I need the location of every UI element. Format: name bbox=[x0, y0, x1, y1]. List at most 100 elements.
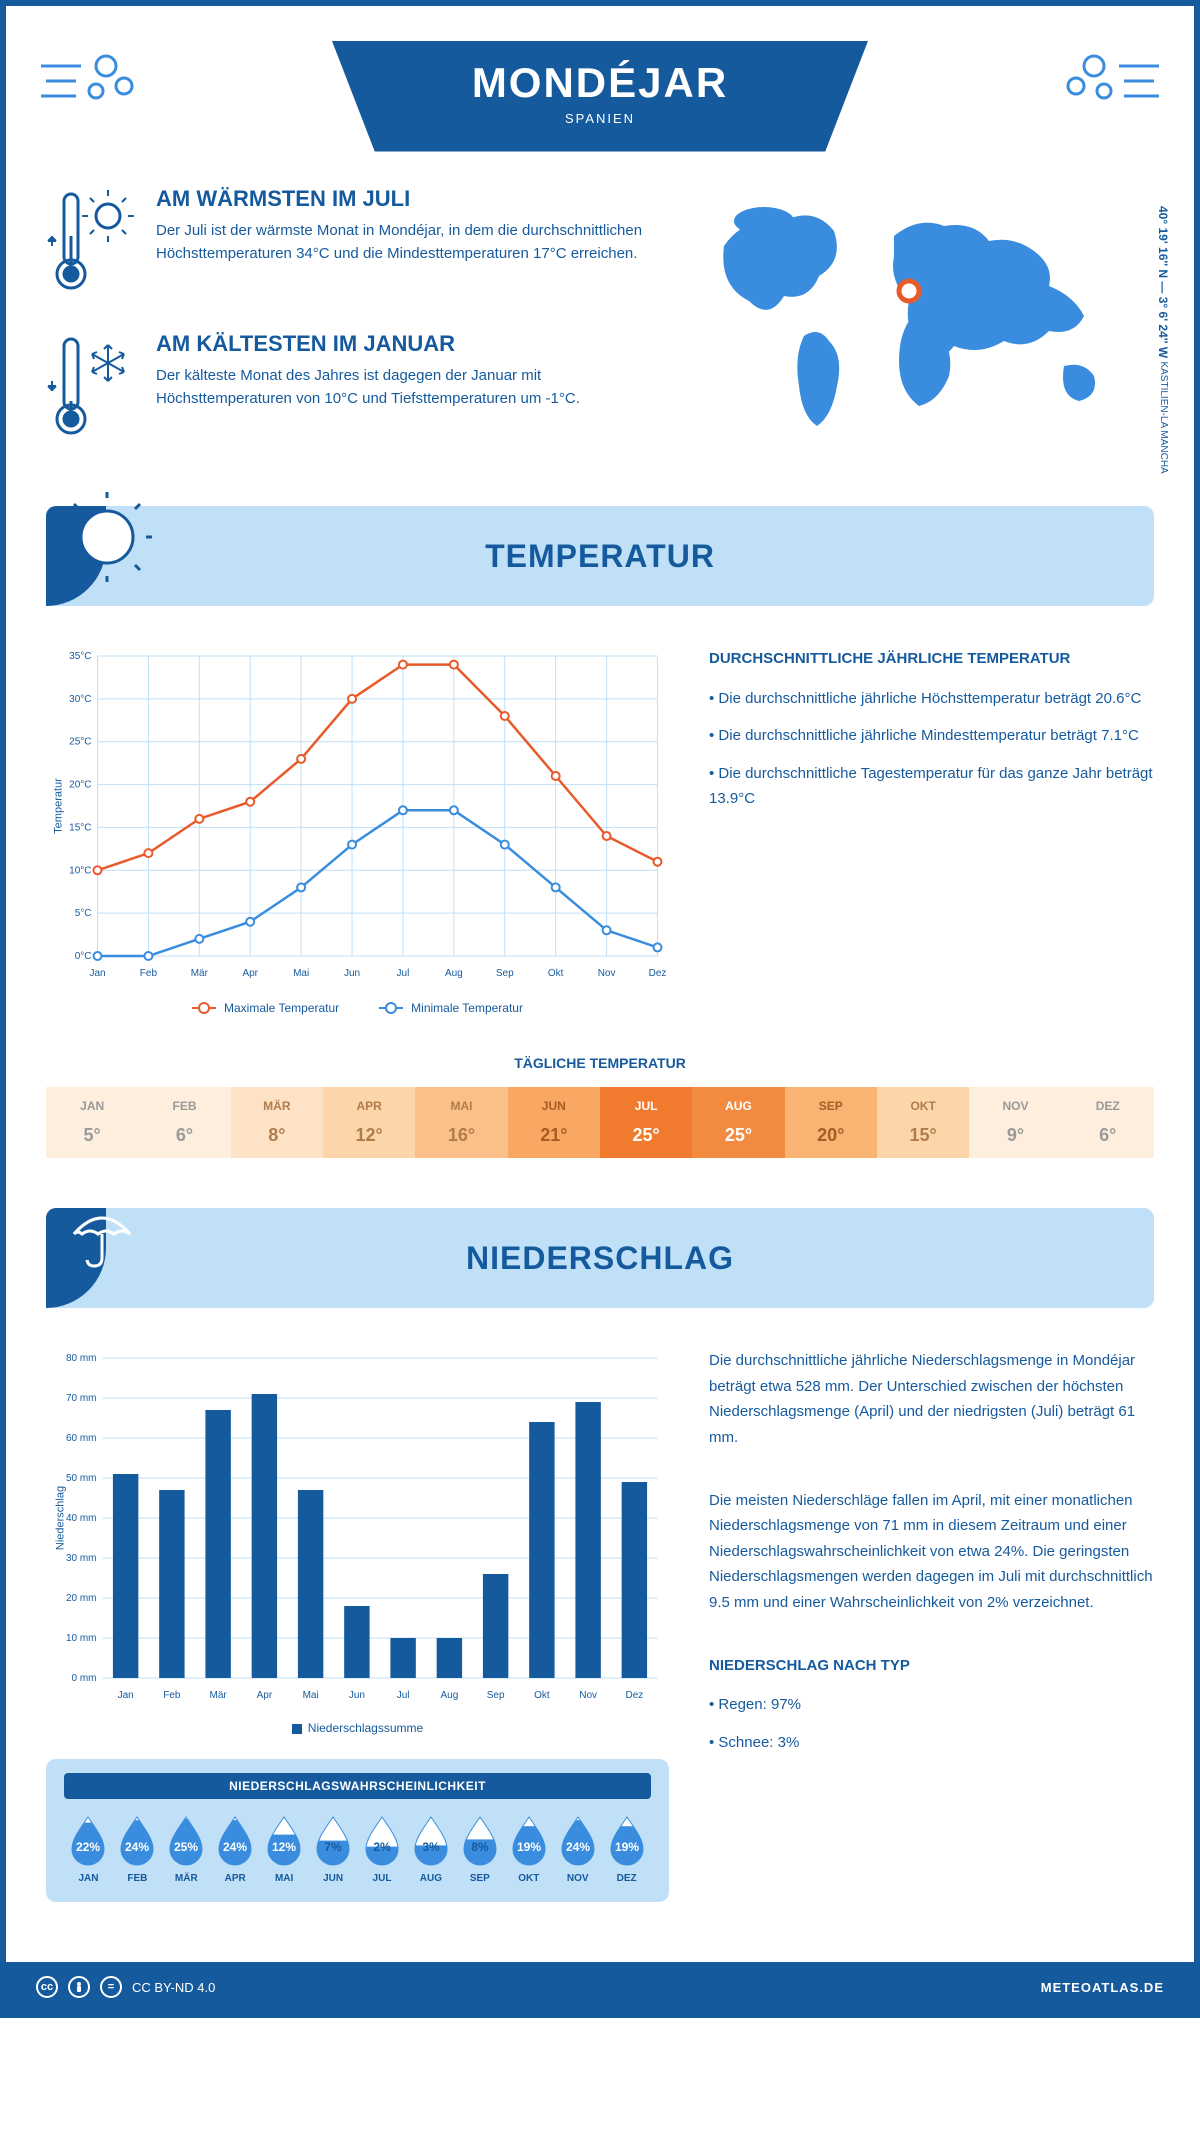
svg-text:Jan: Jan bbox=[118, 1690, 134, 1701]
temperature-line-chart: 0°C5°C10°C15°C20°C25°C30°C35°CJanFebMärA… bbox=[46, 646, 669, 1015]
daily-temp-grid: JAN5°FEB6°MÄR8°APR12°MAI16°JUN21°JUL25°A… bbox=[46, 1087, 1154, 1158]
svg-text:50 mm: 50 mm bbox=[66, 1473, 97, 1484]
svg-text:7%: 7% bbox=[324, 1840, 342, 1854]
intro-row: AM WÄRMSTEN IM JULI Der Juli ist der wär… bbox=[46, 186, 1154, 476]
svg-text:25°C: 25°C bbox=[69, 737, 91, 748]
temp-title: TEMPERATUR bbox=[485, 538, 715, 575]
svg-text:5°C: 5°C bbox=[75, 908, 92, 919]
by-icon bbox=[68, 1976, 90, 1998]
svg-text:Jun: Jun bbox=[349, 1690, 365, 1701]
svg-text:24%: 24% bbox=[125, 1840, 149, 1854]
svg-text:15°C: 15°C bbox=[69, 822, 91, 833]
svg-text:30 mm: 30 mm bbox=[66, 1553, 97, 1564]
page-subtitle: SPANIEN bbox=[472, 111, 728, 126]
coldest-text: Der kälteste Monat des Jahres ist dagege… bbox=[156, 365, 654, 410]
wind-icon bbox=[1054, 36, 1164, 131]
svg-text:Niederschlag: Niederschlag bbox=[55, 1486, 67, 1550]
svg-text:24%: 24% bbox=[566, 1840, 590, 1854]
svg-text:Okt: Okt bbox=[534, 1690, 550, 1701]
daily-temp-cell: DEZ6° bbox=[1062, 1087, 1154, 1158]
precip-prob-cell: 12% MAI bbox=[260, 1813, 309, 1884]
daily-temp-title: TÄGLICHE TEMPERATUR bbox=[46, 1055, 1154, 1071]
precip-prob-cell: 2% JUL bbox=[358, 1813, 407, 1884]
license-text: CC BY-ND 4.0 bbox=[132, 1980, 215, 1995]
coldest-title: AM KÄLTESTEN IM JANUAR bbox=[156, 331, 654, 357]
coordinates: 40° 19' 16'' N — 3° 6' 24'' W KASTILIEN-… bbox=[1156, 206, 1170, 474]
svg-text:Nov: Nov bbox=[579, 1690, 597, 1701]
title-ribbon: MONDÉJAR SPANIEN bbox=[332, 41, 868, 152]
precip-prob-cell: 3% AUG bbox=[406, 1813, 455, 1884]
svg-text:Jul: Jul bbox=[397, 968, 410, 979]
svg-text:Jan: Jan bbox=[89, 968, 105, 979]
daily-temp-cell: AUG25° bbox=[692, 1087, 784, 1158]
svg-text:Jul: Jul bbox=[397, 1690, 410, 1701]
svg-text:Sep: Sep bbox=[496, 968, 514, 979]
svg-text:Jun: Jun bbox=[344, 968, 360, 979]
svg-text:Aug: Aug bbox=[445, 968, 463, 979]
daily-temp-cell: MÄR8° bbox=[231, 1087, 323, 1158]
svg-text:35°C: 35°C bbox=[69, 651, 91, 662]
precip-prob-cell: 24% NOV bbox=[553, 1813, 602, 1884]
temp-summary: DURCHSCHNITTLICHE JÄHRLICHE TEMPERATUR •… bbox=[709, 646, 1154, 1015]
daily-temp-cell: JUN21° bbox=[508, 1087, 600, 1158]
bar-chart-legend: Niederschlagssumme bbox=[46, 1721, 669, 1735]
svg-text:19%: 19% bbox=[615, 1840, 639, 1854]
daily-temp-cell: OKT15° bbox=[877, 1087, 969, 1158]
warmest-fact: AM WÄRMSTEN IM JULI Der Juli ist der wär… bbox=[46, 186, 654, 301]
svg-text:80 mm: 80 mm bbox=[66, 1353, 97, 1364]
svg-text:Mai: Mai bbox=[293, 968, 309, 979]
svg-text:Aug: Aug bbox=[440, 1690, 458, 1701]
precip-summary: Die durchschnittliche jährliche Niedersc… bbox=[709, 1348, 1154, 1902]
precip-prob-cell: 19% DEZ bbox=[602, 1813, 651, 1884]
page-title: MONDÉJAR bbox=[472, 59, 728, 107]
temp-section-header: TEMPERATUR bbox=[46, 506, 1154, 606]
svg-text:Mär: Mär bbox=[210, 1690, 228, 1701]
precip-prob-cell: 24% FEB bbox=[113, 1813, 162, 1884]
svg-text:25%: 25% bbox=[174, 1840, 198, 1854]
daily-temp-cell: JUL25° bbox=[600, 1087, 692, 1158]
line-chart-legend: Maximale Temperatur Minimale Temperatur bbox=[46, 1001, 669, 1015]
precip-prob-cell: 25% MÄR bbox=[162, 1813, 211, 1884]
precip-prob-cell: 19% OKT bbox=[504, 1813, 553, 1884]
svg-text:20°C: 20°C bbox=[69, 780, 91, 791]
svg-text:10 mm: 10 mm bbox=[66, 1633, 97, 1644]
svg-text:19%: 19% bbox=[517, 1840, 541, 1854]
daily-temp-cell: FEB6° bbox=[138, 1087, 230, 1158]
svg-text:Dez: Dez bbox=[649, 968, 667, 979]
svg-text:Sep: Sep bbox=[487, 1690, 505, 1701]
umbrella-icon bbox=[62, 1194, 142, 1279]
svg-text:Apr: Apr bbox=[242, 968, 258, 979]
svg-text:Temperatur: Temperatur bbox=[53, 778, 65, 834]
svg-text:Feb: Feb bbox=[163, 1690, 181, 1701]
warmest-title: AM WÄRMSTEN IM JULI bbox=[156, 186, 654, 212]
precip-probability-box: NIEDERSCHLAGSWAHRSCHEINLICHKEIT 22% JAN … bbox=[46, 1759, 669, 1902]
warmest-text: Der Juli ist der wärmste Monat in Mondéj… bbox=[156, 220, 654, 265]
svg-text:Nov: Nov bbox=[598, 968, 616, 979]
svg-text:Dez: Dez bbox=[625, 1690, 643, 1701]
site-name: METEOATLAS.DE bbox=[1041, 1980, 1164, 1995]
thermometer-sun-icon bbox=[46, 186, 136, 301]
svg-text:0 mm: 0 mm bbox=[72, 1673, 97, 1684]
daily-temp-cell: JAN5° bbox=[46, 1087, 138, 1158]
header: MONDÉJAR SPANIEN bbox=[6, 6, 1194, 186]
precip-title: NIEDERSCHLAG bbox=[466, 1240, 734, 1277]
wind-icon bbox=[36, 36, 146, 131]
precip-prob-cell: 24% APR bbox=[211, 1813, 260, 1884]
svg-text:70 mm: 70 mm bbox=[66, 1393, 97, 1404]
world-map: 40° 19' 16'' N — 3° 6' 24'' W KASTILIEN-… bbox=[694, 186, 1154, 476]
svg-text:10°C: 10°C bbox=[69, 865, 91, 876]
svg-text:24%: 24% bbox=[223, 1840, 247, 1854]
thermometer-snow-icon bbox=[46, 331, 136, 446]
daily-temp-cell: SEP20° bbox=[785, 1087, 877, 1158]
svg-text:20 mm: 20 mm bbox=[66, 1593, 97, 1604]
sun-icon bbox=[62, 492, 152, 587]
svg-text:22%: 22% bbox=[76, 1840, 100, 1854]
nd-icon: = bbox=[100, 1976, 122, 1998]
svg-text:Okt: Okt bbox=[548, 968, 564, 979]
infographic-frame: MONDÉJAR SPANIEN bbox=[0, 0, 1200, 2018]
daily-temp-cell: APR12° bbox=[323, 1087, 415, 1158]
svg-text:40 mm: 40 mm bbox=[66, 1513, 97, 1524]
precip-section-header: NIEDERSCHLAG bbox=[46, 1208, 1154, 1308]
daily-temp-cell: MAI16° bbox=[415, 1087, 507, 1158]
svg-text:Apr: Apr bbox=[257, 1690, 273, 1701]
